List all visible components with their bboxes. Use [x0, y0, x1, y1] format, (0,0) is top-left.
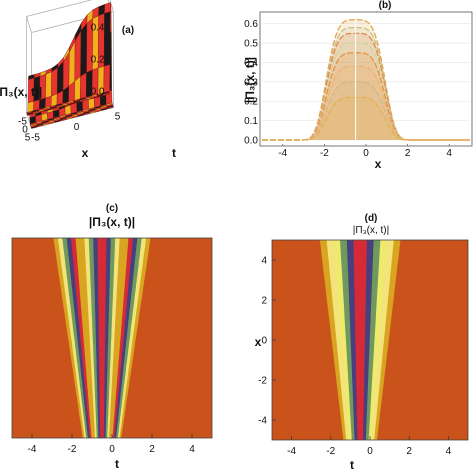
- panel-c-xtick-label: 2: [149, 444, 155, 455]
- panel-d-ytick-label: 4: [261, 256, 267, 267]
- panel-a-surface-cell: [45, 71, 52, 99]
- panel-d-ytick-label: 2: [261, 296, 267, 307]
- panel-a-ylabel: t: [172, 146, 176, 160]
- panel-a-xlabel: x: [82, 146, 89, 160]
- panel-b-ytick-label: 0.6: [244, 19, 258, 30]
- panel-a-ticks: 0.60.40.20.0-505-505: [18, 0, 121, 144]
- panel-a-label: (a): [122, 25, 134, 36]
- panel-b-series-fill: [262, 66, 470, 140]
- panel-c-xtick-label: 0: [109, 444, 115, 455]
- panel-c-title: |Π₃(x, t)|: [89, 215, 135, 229]
- panel-c-xtick-label: -4: [28, 444, 37, 455]
- panel-d-levels: [272, 240, 468, 440]
- panel-a-ztick-label: 0.2: [91, 55, 105, 66]
- panel-a-xtick-label: -5: [18, 117, 27, 128]
- panel-a-surface-cell: [103, 64, 111, 96]
- panel-a-surface: (a) 0.60.40.20.0-505-505 |Π₃(x, t)| x t: [0, 0, 176, 160]
- panel-b-label: (b): [379, 0, 392, 11]
- panel-b-series-fill: [262, 19, 470, 140]
- panel-d-label: (d): [365, 213, 378, 224]
- panel-c-ticks: -4 -2 0 2 4: [28, 434, 195, 455]
- panel-a-box-edge: [26, 16, 32, 33]
- panel-c-contour: (c) |Π₃(x, t)| -4 -2 0 2 4 t: [11, 203, 213, 471]
- panel-c-xlabel: t: [115, 457, 119, 471]
- panel-b-xtick-label: 2: [405, 148, 411, 159]
- panel-a-surface-cell: [103, 11, 111, 67]
- panel-b-ticks: 0.0 0.1 0.2 0.3 0.4 0.5 0.6 -4 -2 0 2 4: [244, 19, 452, 159]
- panel-b-series-fill: [262, 43, 470, 140]
- panel-b-ytick-label: 0.1: [244, 116, 258, 127]
- panel-b-series-fill: [262, 27, 470, 141]
- panel-a-box-edge: [26, 0, 93, 17]
- panel-a-surface-cell: [102, 91, 110, 95]
- panel-b-ylabel: |Π₃(x, t)|: [243, 57, 257, 103]
- panel-a-ztick-label: 0.0: [91, 87, 105, 98]
- panel-b-series-fill: [262, 33, 470, 140]
- panel-b-series-fill: [262, 97, 470, 140]
- panel-a-ztick-label: 0.4: [91, 23, 105, 34]
- panel-b-ytick-label: 0.2: [244, 97, 258, 108]
- panel-a-surface-mesh: [26, 2, 114, 129]
- panel-d-xtick-label: 2: [406, 446, 412, 457]
- panel-d-title: |Π₃(x, t)|: [353, 225, 389, 236]
- panel-c-level-band: [97, 238, 107, 438]
- panel-b-ytick-label: 0.5: [244, 39, 258, 50]
- panel-a-xtick-label: 5: [25, 133, 31, 144]
- panel-b-lines: (b) 0.0 0.1 0.2 0.3 0.4 0.5 0.6 -4 -2 0 2 4 |Π₃(x, …: [243, 0, 473, 171]
- panel-a-box-edge: [109, 0, 114, 12]
- panel-d-ylabel: x: [255, 335, 262, 349]
- panel-b-xlabel: x: [375, 157, 382, 171]
- panel-d-xtick-label: 4: [446, 446, 452, 457]
- panel-d-level-band: [353, 240, 367, 440]
- panel-b-ytick-label: 0.4: [244, 58, 258, 69]
- panel-b-xtick-label: -4: [278, 148, 287, 159]
- panel-c-xtick-label: -2: [68, 444, 77, 455]
- panel-a-ttick-label: -5: [31, 133, 40, 144]
- panel-d-xtick-label: 0: [367, 446, 373, 457]
- panel-b-series-line: [262, 96, 470, 141]
- panel-b-series-fill: [262, 81, 470, 140]
- panel-a-ttick-label: 5: [115, 112, 121, 123]
- panel-a-ztick-label: 0.6: [91, 0, 105, 2]
- panel-b-series-fill: [262, 52, 470, 140]
- panel-b-series: [262, 19, 470, 141]
- panel-a-xtick-label: 0: [22, 125, 28, 136]
- panel-b-xtick-label: -2: [320, 148, 329, 159]
- panel-d-ytick-label: 0: [261, 336, 267, 347]
- panel-d-ytick-label: -4: [258, 416, 267, 427]
- panel-d-xlabel: t: [350, 458, 354, 472]
- panel-d-xtick-label: -4: [287, 446, 296, 457]
- panel-d-contour: (d) |Π₃(x, t)| -4 -2 0 2 4 4 2 0 -2 -4 x t: [255, 213, 469, 472]
- panel-d-ytick-label: -2: [258, 376, 267, 387]
- panel-a-ttick-label: 0: [74, 122, 80, 133]
- panel-a-surface-cell: [80, 22, 88, 77]
- panel-d-xtick-label: -2: [326, 446, 335, 457]
- panel-d-ticks: -4 -2 0 2 4 4 2 0 -2 -4: [258, 256, 452, 458]
- panel-c-label: (c): [106, 203, 118, 214]
- panel-b-ytick-label: 0.0: [244, 136, 258, 147]
- panel-a-surface-cell: [51, 67, 58, 97]
- panel-b-xtick-label: 4: [446, 148, 452, 159]
- panel-a-zlabel: |Π₃(x, t)|: [0, 85, 42, 99]
- panel-c-levels: [12, 238, 212, 438]
- panel-b-ytick-label: 0.3: [244, 77, 258, 88]
- panel-b-xtick-label: 0: [363, 148, 369, 159]
- panel-c-xtick-label: 4: [189, 444, 195, 455]
